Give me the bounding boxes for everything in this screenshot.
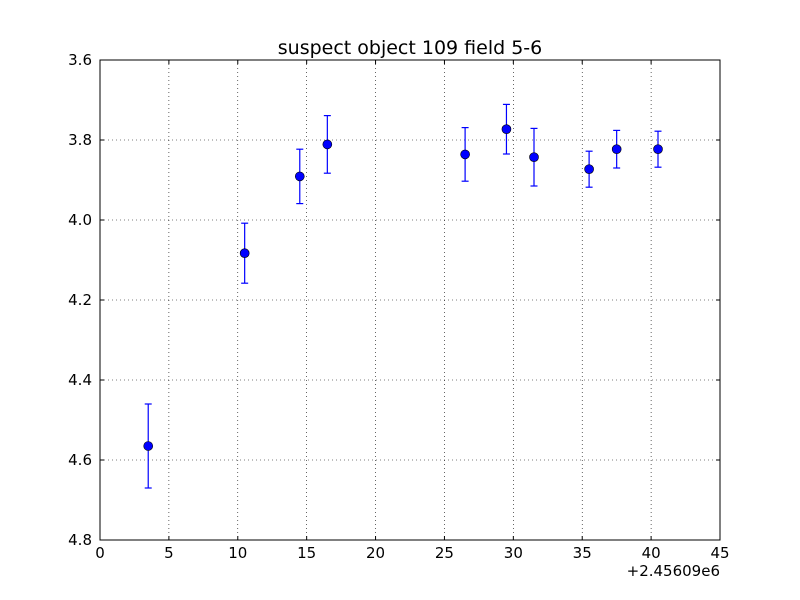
x-tick-label: 10	[228, 544, 247, 562]
tick-layer	[99, 59, 721, 541]
y-tick-labels: 3.6 3.8 4.0 4.2 4.4 4.6 4.8	[68, 51, 92, 549]
y-tick-label: 4.4	[68, 371, 92, 389]
x-tick-label: 5	[164, 544, 174, 562]
y-tick-label: 4.2	[68, 291, 92, 309]
data-point	[322, 139, 333, 150]
y-tick-label: 4.0	[68, 211, 92, 229]
x-tick-label: 25	[435, 544, 454, 562]
x-offset-label: +2.45609e6	[627, 562, 720, 580]
y-tick-label: 4.8	[68, 531, 92, 549]
data-point	[529, 152, 539, 162]
data-point	[584, 164, 594, 174]
x-tick-labels: 0 5 10 15 20 25 30 35 40 45	[95, 544, 729, 562]
y-tick-label: 3.8	[68, 131, 92, 149]
x-tick-label: 35	[573, 544, 592, 562]
plot-area	[99, 59, 721, 541]
data-point	[239, 248, 250, 258]
x-tick-label: 15	[297, 544, 316, 562]
x-tick-label: 30	[504, 544, 523, 562]
data-point	[460, 149, 470, 160]
y-tick-label: 3.6	[68, 51, 92, 69]
data-point	[611, 144, 622, 154]
x-tick-label: 45	[710, 544, 729, 562]
data-point	[501, 124, 512, 134]
grid-layer	[100, 60, 720, 540]
x-tick-label: 20	[366, 544, 385, 562]
data-point	[143, 441, 154, 451]
y-tick-label: 4.6	[68, 451, 92, 469]
data-layer	[143, 103, 663, 489]
x-tick-label: 0	[95, 544, 105, 562]
chart-title: suspect object 109 field 5-6	[278, 37, 543, 59]
x-tick-label: 40	[642, 544, 661, 562]
data-point	[653, 144, 663, 154]
data-point	[294, 171, 305, 182]
